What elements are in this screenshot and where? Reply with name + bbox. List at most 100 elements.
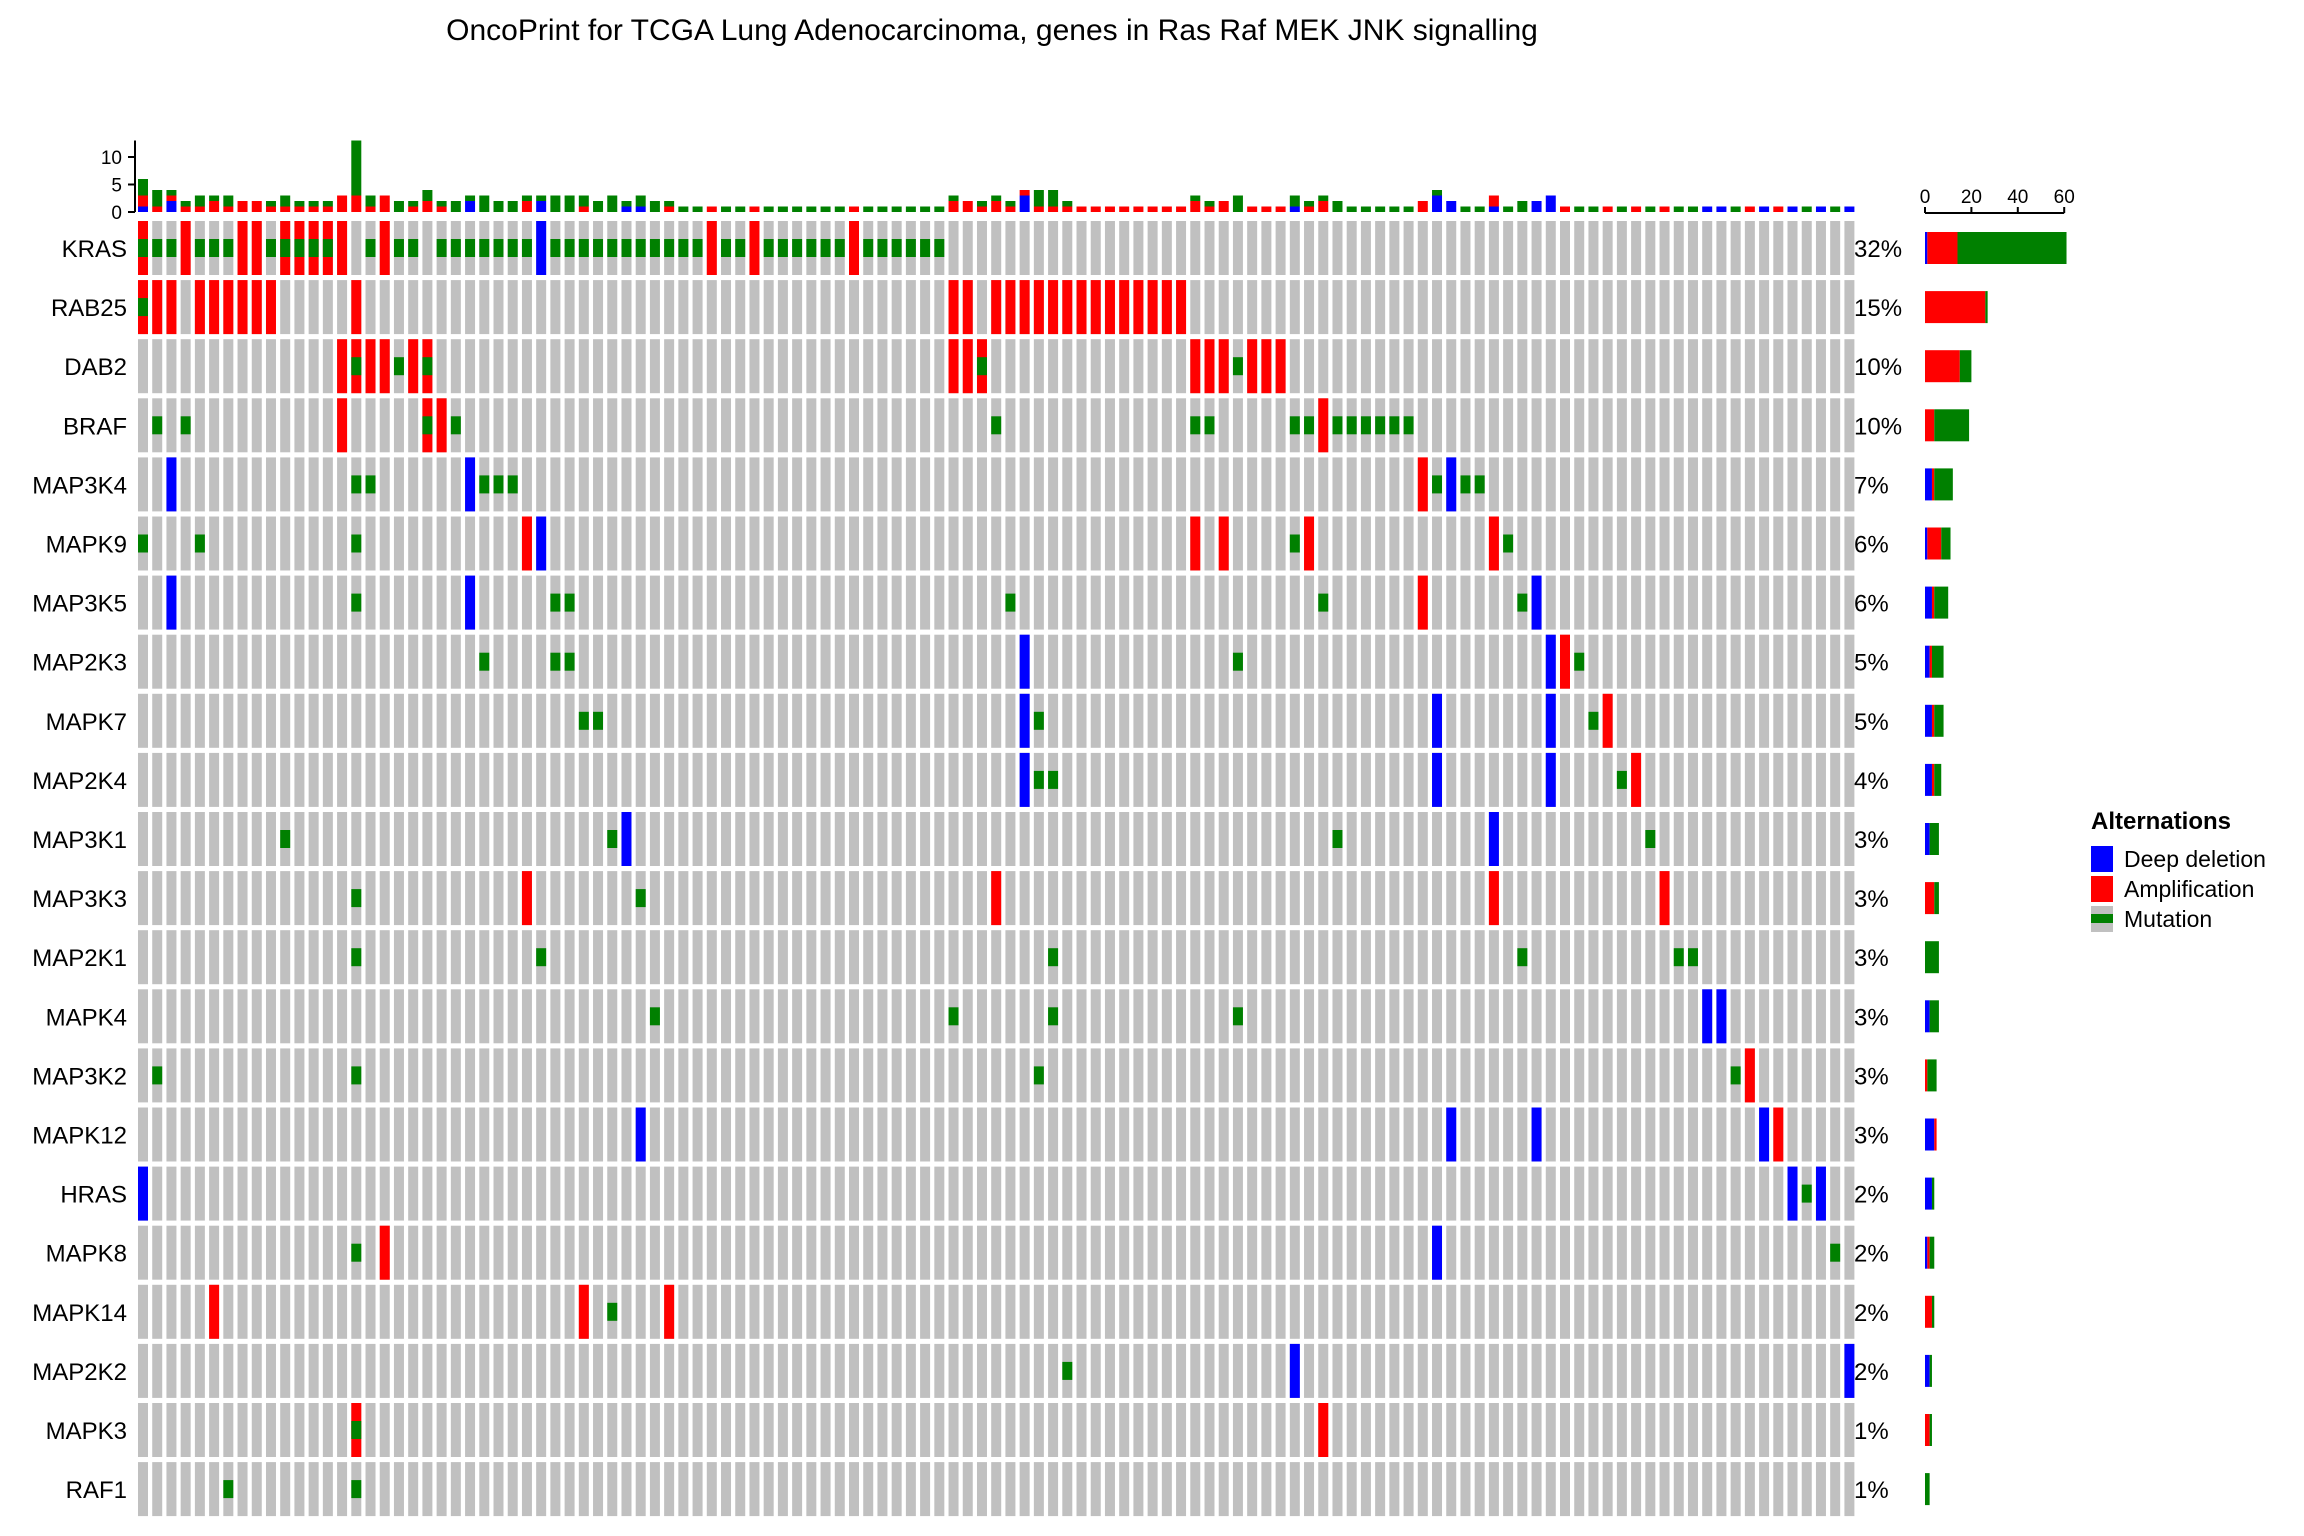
matrix-cell-bg: [209, 1048, 220, 1103]
gene-label: MAP2K4: [32, 768, 127, 795]
matrix-cell-bg: [1062, 339, 1073, 394]
matrix-cell-bg: [251, 339, 262, 394]
matrix-cell-bg: [265, 1048, 276, 1103]
gene-percent: 1%: [1854, 1418, 1889, 1445]
matrix-cell-bg: [493, 1343, 504, 1398]
matrix-cell-bg: [593, 930, 604, 985]
matrix-cell-bg: [408, 1284, 419, 1339]
matrix-cell-bg: [649, 752, 660, 807]
matrix-cell-bg: [1190, 575, 1201, 630]
matrix-cell-bg: [664, 280, 675, 335]
right-bar-deep-deletion: [1925, 704, 1932, 737]
matrix-cell-bg: [593, 398, 604, 453]
cell-amplification: [1631, 752, 1642, 807]
matrix-cell-bg: [1275, 871, 1286, 926]
cell-amplification: [991, 871, 1002, 926]
top-bar-mutation: [322, 201, 333, 207]
matrix-cell-bg: [365, 930, 376, 985]
matrix-cell-bg: [1275, 693, 1286, 748]
matrix-cell-bg: [265, 457, 276, 512]
matrix-cell-bg: [1403, 693, 1414, 748]
matrix-cell-bg: [251, 1166, 262, 1221]
matrix-cell-bg: [1759, 1166, 1770, 1221]
matrix-cell-bg: [479, 930, 490, 985]
matrix-cell-bg: [877, 457, 888, 512]
matrix-cell-bg: [1076, 1166, 1087, 1221]
top-bar-deep-deletion: [635, 206, 646, 212]
cell-mutation: [877, 239, 888, 257]
matrix-cell-bg: [1360, 752, 1371, 807]
matrix-cell-bg: [1503, 812, 1514, 866]
matrix-cell-bg: [1673, 1284, 1684, 1339]
matrix-cell-bg: [1033, 989, 1044, 1044]
matrix-cell-bg: [393, 1166, 404, 1221]
matrix-cell-bg: [1488, 575, 1499, 630]
matrix-cell-bg: [1346, 516, 1357, 571]
matrix-cell-bg: [294, 398, 305, 453]
matrix-cell-bg: [920, 516, 931, 571]
top-bar-mutation: [1389, 206, 1400, 212]
matrix-cell-bg: [1119, 221, 1130, 275]
matrix-cell-bg: [422, 989, 433, 1044]
matrix-cell-bg: [934, 457, 945, 512]
top-bar-mutation: [1375, 206, 1386, 212]
legend-label: Deep deletion: [2124, 846, 2266, 872]
matrix-cell-bg: [1588, 634, 1599, 689]
top-bar-mutation: [763, 206, 774, 212]
matrix-cell-bg: [1602, 812, 1613, 866]
matrix-cell-bg: [1460, 575, 1471, 630]
matrix-cell-bg: [976, 812, 987, 866]
cell-amplification: [1119, 280, 1130, 335]
matrix-cell-bg: [1488, 634, 1499, 689]
matrix-cell-bg: [806, 1462, 817, 1517]
matrix-cell-bg: [450, 339, 461, 394]
matrix-cell-bg: [223, 1225, 234, 1280]
matrix-cell-bg: [1090, 221, 1101, 275]
matrix-cell-bg: [1161, 634, 1172, 689]
matrix-cell-bg: [1474, 280, 1485, 335]
matrix-cell-bg: [1460, 752, 1471, 807]
matrix-cell-bg: [1773, 280, 1784, 335]
matrix-cell-bg: [1702, 1343, 1713, 1398]
matrix-cell-bg: [976, 1403, 987, 1457]
cell-mutation: [1346, 416, 1357, 435]
matrix-cell-bg: [1687, 457, 1698, 512]
matrix-cell-bg: [877, 634, 888, 689]
matrix-cell-bg: [1602, 1225, 1613, 1280]
matrix-cell-bg: [280, 457, 291, 512]
matrix-cell-bg: [1645, 280, 1656, 335]
top-axis-tick-label: 0: [111, 203, 122, 224]
matrix-cell-bg: [863, 634, 874, 689]
right-bar-mutation: [1959, 350, 1972, 383]
matrix-cell-bg: [806, 1403, 817, 1457]
matrix-cell-bg: [507, 339, 518, 394]
matrix-cell-bg: [1204, 1462, 1215, 1517]
top-bar-mutation: [294, 201, 305, 207]
matrix-cell-bg: [223, 989, 234, 1044]
matrix-cell-bg: [934, 1462, 945, 1517]
matrix-cell-bg: [1318, 1225, 1329, 1280]
matrix-cell-bg: [806, 457, 817, 512]
matrix-cell-bg: [166, 339, 177, 394]
matrix-cell-bg: [991, 1048, 1002, 1103]
cell-amplification: [1176, 280, 1187, 335]
matrix-cell-bg: [721, 1284, 732, 1339]
matrix-cell-bg: [1090, 752, 1101, 807]
matrix-cell-bg: [166, 634, 177, 689]
matrix-cell-bg: [593, 516, 604, 571]
matrix-cell-bg: [1176, 398, 1187, 453]
matrix-cell-bg: [1844, 398, 1855, 453]
matrix-cell-bg: [1645, 1225, 1656, 1280]
top-bar-amplification: [422, 201, 433, 212]
matrix-cell-bg: [337, 1048, 348, 1103]
cell-amplification: [180, 221, 191, 275]
right-bar-mutation: [1929, 1354, 1932, 1387]
matrix-cell-bg: [1616, 1048, 1627, 1103]
matrix-cell-bg: [209, 398, 220, 453]
matrix-cell-bg: [521, 398, 532, 453]
matrix-cell-bg: [991, 1403, 1002, 1457]
cell-deep-deletion: [1488, 812, 1499, 866]
top-bar-mutation: [920, 206, 931, 212]
matrix-cell-bg: [251, 871, 262, 926]
matrix-cell-bg: [820, 1048, 831, 1103]
